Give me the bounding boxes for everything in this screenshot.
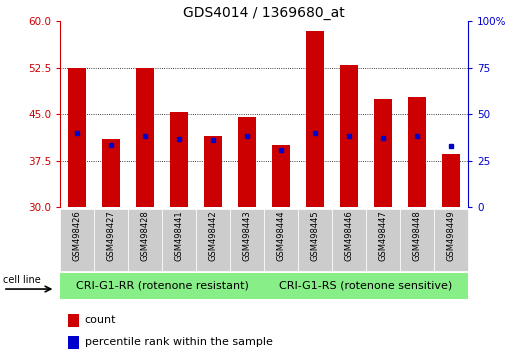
Text: GSM498446: GSM498446 [345, 211, 354, 262]
Text: GSM498442: GSM498442 [209, 211, 218, 261]
Bar [94, 209, 128, 271]
Text: count: count [85, 315, 116, 325]
Text: GSM498445: GSM498445 [311, 211, 320, 261]
Text: GSM498428: GSM498428 [141, 211, 150, 262]
Bar [298, 209, 332, 271]
Text: GSM498444: GSM498444 [277, 211, 286, 261]
Text: GSM498448: GSM498448 [413, 211, 422, 262]
Bar [434, 209, 468, 271]
Bar [204, 136, 222, 207]
Bar [332, 209, 366, 271]
Bar [60, 273, 264, 299]
Bar [136, 68, 154, 207]
Text: GSM498447: GSM498447 [379, 211, 388, 262]
Bar [102, 139, 120, 207]
Bar [69, 314, 78, 327]
Bar [442, 154, 460, 207]
Bar [170, 112, 188, 207]
Title: GDS4014 / 1369680_at: GDS4014 / 1369680_at [183, 6, 345, 20]
Bar [196, 209, 230, 271]
Text: GSM498449: GSM498449 [447, 211, 456, 261]
Bar [69, 336, 78, 349]
Text: GSM498426: GSM498426 [73, 211, 82, 262]
Bar [306, 30, 324, 207]
Bar [238, 117, 256, 207]
Bar [230, 209, 264, 271]
Text: percentile rank within the sample: percentile rank within the sample [85, 337, 272, 348]
Bar [264, 209, 298, 271]
Bar [340, 65, 358, 207]
Bar [408, 97, 426, 207]
Bar [400, 209, 434, 271]
Bar [264, 273, 468, 299]
Bar [60, 209, 94, 271]
Bar [374, 99, 392, 207]
Text: GSM498427: GSM498427 [107, 211, 116, 262]
Bar [366, 209, 400, 271]
Text: GSM498441: GSM498441 [175, 211, 184, 261]
Bar [162, 209, 196, 271]
Bar [272, 145, 290, 207]
Text: CRI-G1-RS (rotenone sensitive): CRI-G1-RS (rotenone sensitive) [279, 281, 453, 291]
Text: CRI-G1-RR (rotenone resistant): CRI-G1-RR (rotenone resistant) [76, 281, 248, 291]
Bar [128, 209, 162, 271]
Bar [68, 68, 86, 207]
Text: GSM498443: GSM498443 [243, 211, 252, 262]
Text: cell line: cell line [3, 275, 41, 285]
